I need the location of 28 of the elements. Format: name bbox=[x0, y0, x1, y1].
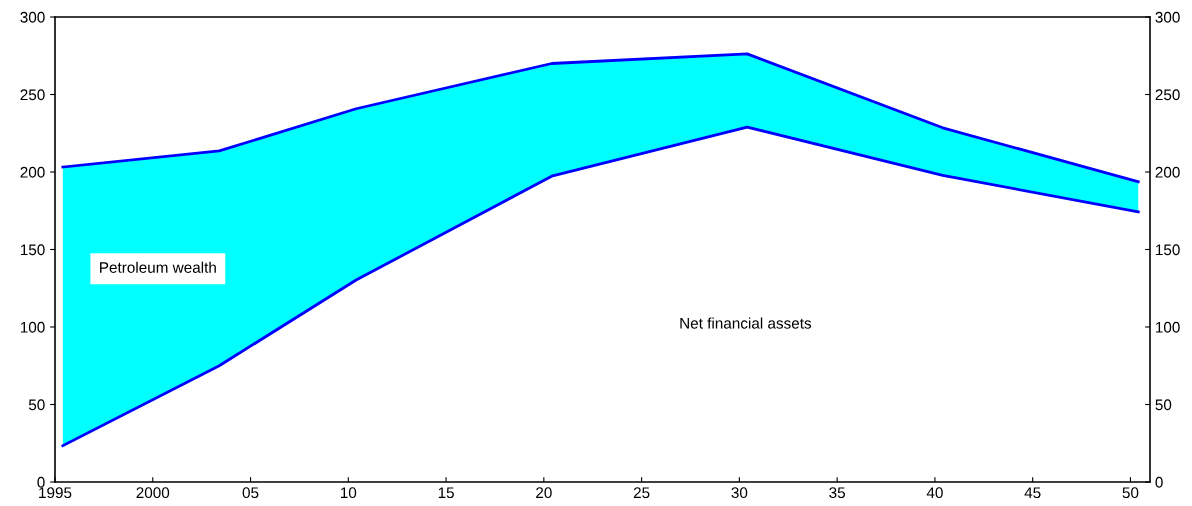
y-tick-label: 0 bbox=[37, 476, 45, 488]
y2-tick-label: 0 bbox=[1155, 476, 1163, 488]
y2-tick-label: 200 bbox=[1155, 166, 1180, 178]
x-tick-label: 25 bbox=[633, 487, 650, 499]
y-tick-label: 50 bbox=[28, 399, 45, 411]
series-label: Net financial assets bbox=[680, 317, 812, 329]
x-tick-label: 1995 bbox=[39, 487, 72, 499]
x-tick-label: 15 bbox=[438, 487, 454, 499]
series-label: Petroleum wealth bbox=[100, 261, 216, 273]
y2-tick-label: 300 bbox=[1155, 11, 1180, 23]
x-tick-label: 30 bbox=[731, 487, 748, 499]
y-tick-label: 250 bbox=[20, 89, 45, 101]
x-tick-label: 35 bbox=[829, 487, 845, 499]
y-tick-label: 300 bbox=[20, 11, 45, 23]
y2-tick-label: 150 bbox=[1156, 244, 1180, 256]
y2-tick-label: 50 bbox=[1155, 399, 1172, 411]
x-tick-label: 10 bbox=[340, 487, 357, 499]
y2-tick-label: 100 bbox=[1156, 321, 1180, 333]
x-tick-label: 05 bbox=[242, 487, 259, 499]
x-tick-label: 50 bbox=[1122, 487, 1139, 499]
y2-tick-label: 250 bbox=[1155, 89, 1180, 101]
y-tick-label: 200 bbox=[20, 166, 45, 178]
y-tick-label: 150 bbox=[20, 244, 45, 256]
x-tick-label: 20 bbox=[536, 487, 552, 499]
y-tick-label: 100 bbox=[20, 321, 45, 333]
x-tick-label: 40 bbox=[926, 487, 943, 499]
x-tick-label: 45 bbox=[1024, 487, 1041, 499]
x-tick-label: 2000 bbox=[136, 487, 170, 499]
